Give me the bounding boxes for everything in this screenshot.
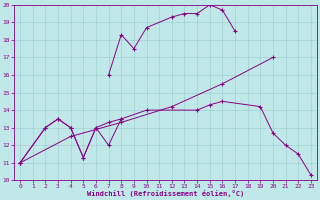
X-axis label: Windchill (Refroidissement éolien,°C): Windchill (Refroidissement éolien,°C) — [87, 190, 244, 197]
